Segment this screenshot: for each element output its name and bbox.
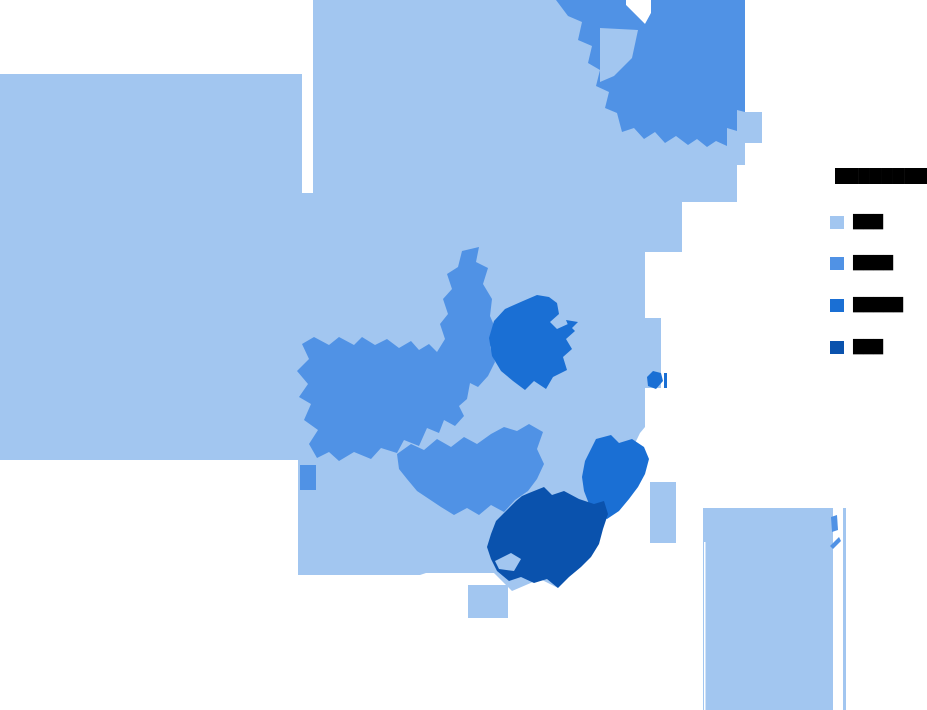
region-henan-claw: [566, 320, 578, 330]
region-shanghai[interactable]: [647, 371, 663, 389]
region-henan[interactable]: [489, 295, 575, 390]
south-china-sea-inset: [703, 508, 846, 710]
inset-right-border-line: [843, 508, 846, 710]
legend-label-level4: ███: [853, 340, 883, 355]
region-shanghai-tick: [664, 373, 667, 388]
region-taiwan[interactable]: [650, 482, 676, 543]
region-guangdong-light-notch: [495, 553, 521, 571]
inset-dash-1: [831, 515, 838, 532]
inset-dash-2: [830, 537, 841, 549]
legend-title: ██████████: [835, 168, 927, 184]
legend-label-level1: ███: [853, 215, 883, 230]
legend-label-level2: ████: [853, 256, 893, 271]
region-shaanxi-sichuan[interactable]: [297, 247, 496, 461]
region-fujian[interactable]: [582, 435, 649, 519]
legend-swatch-level2: [830, 257, 844, 270]
legend-swatch-level1: [830, 216, 844, 229]
region-base-land[interactable]: [0, 0, 762, 591]
region-border-bulge: [600, 28, 638, 82]
inset-inner-border-line: [704, 542, 706, 710]
inset-fill: [703, 508, 833, 710]
legend-label-level3: █████: [853, 298, 903, 313]
region-guizhou-hunan[interactable]: [397, 424, 544, 515]
region-small-southwest-square[interactable]: [300, 465, 316, 490]
region-hainan[interactable]: [468, 585, 508, 618]
legend-swatch-level3: [830, 299, 844, 312]
legend-swatch-level4: [830, 341, 844, 354]
